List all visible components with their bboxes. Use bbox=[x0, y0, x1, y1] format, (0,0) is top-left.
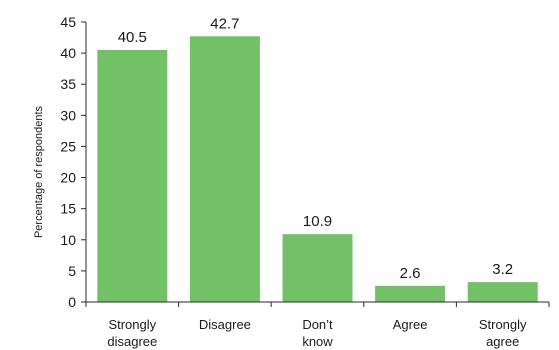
y-tick-label: 35 bbox=[60, 76, 76, 92]
y-tick-label: 15 bbox=[60, 201, 76, 217]
y-tick-label: 40 bbox=[60, 45, 76, 61]
data-label: 42.7 bbox=[210, 15, 239, 32]
x-category-label-line: disagree bbox=[107, 334, 157, 349]
bar bbox=[189, 36, 260, 303]
y-tick-label: 0 bbox=[68, 294, 76, 310]
data-label: 10.9 bbox=[303, 213, 332, 230]
y-tick-label: 5 bbox=[68, 263, 76, 279]
y-tick-label: 30 bbox=[60, 107, 76, 123]
x-category-label-line: know bbox=[302, 334, 333, 349]
x-category-label: Strongly disagree bbox=[107, 317, 157, 349]
x-category-label: Disagree bbox=[199, 317, 251, 332]
bar bbox=[375, 285, 446, 302]
y-axis-title: Percentage of respondents bbox=[33, 105, 45, 238]
bars: 40.5 42.7 10.9 2.6 3.2 bbox=[97, 15, 538, 303]
bar bbox=[97, 50, 168, 302]
bar bbox=[467, 282, 538, 302]
x-category-label: Don’t know bbox=[302, 317, 333, 349]
data-label: 3.2 bbox=[492, 261, 513, 278]
x-category-label: Agree bbox=[393, 317, 428, 332]
y-tick-label: 25 bbox=[60, 138, 76, 154]
bar bbox=[282, 234, 353, 302]
data-label: 2.6 bbox=[400, 265, 421, 282]
y-tick-label: 20 bbox=[60, 170, 76, 186]
x-category-label-line: Don’t bbox=[302, 317, 333, 332]
data-label: 40.5 bbox=[118, 29, 147, 46]
x-category-label-line: Strongly bbox=[479, 317, 527, 332]
x-category-label-line: Strongly bbox=[108, 317, 156, 332]
x-category-label-line: Disagree bbox=[199, 317, 251, 332]
x-axis-labels: Strongly disagree Disagree Don’t know Agree St… bbox=[107, 317, 527, 349]
x-axis-ticks bbox=[85, 302, 550, 307]
y-tick-label: 10 bbox=[60, 232, 76, 248]
x-category-label: Strongly agree bbox=[479, 317, 527, 349]
y-axis-ticks: 0 5 10 15 20 25 30 35 40 45 bbox=[60, 14, 86, 310]
x-category-label-line: Agree bbox=[393, 317, 428, 332]
y-tick-label: 45 bbox=[60, 14, 76, 30]
x-category-label-line: agree bbox=[486, 334, 519, 349]
